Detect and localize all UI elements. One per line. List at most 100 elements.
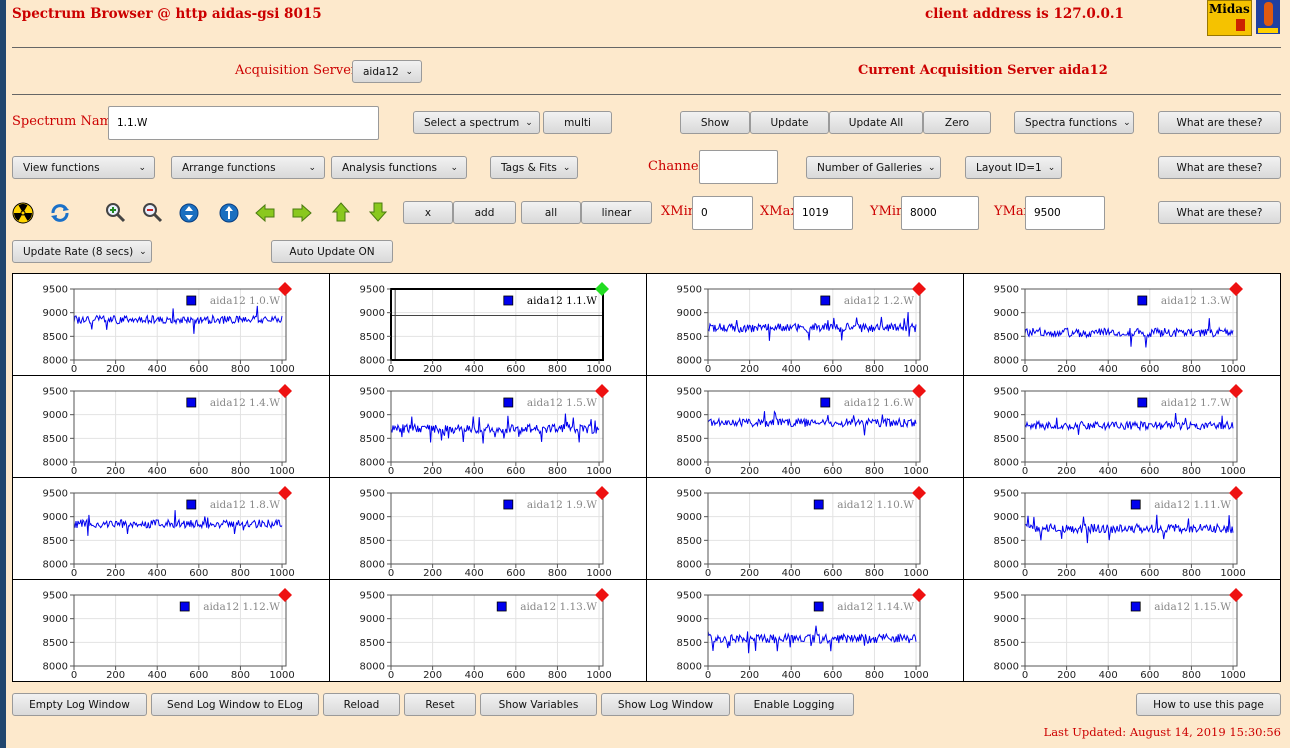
reload-button[interactable]: Reload [323, 693, 400, 716]
update-button[interactable]: Update [750, 111, 829, 134]
spectrum-panel[interactable]: 9500 9000 8500 8000 0 200 400 600 800 1000 aida12 … [13, 580, 329, 681]
spectra-functions-dropdown[interactable]: Spectra functions ⌄ [1014, 111, 1134, 134]
auto-update-button[interactable]: Auto Update ON [271, 240, 393, 263]
tags-fits-dropdown[interactable]: Tags & Fits ⌄ [490, 156, 578, 179]
ymax-input[interactable]: 9500 [1025, 196, 1105, 230]
status-marker-icon[interactable] [1229, 282, 1243, 296]
reset-button[interactable]: Reset [404, 693, 476, 716]
expand-vertical-icon[interactable] [177, 201, 201, 225]
spectrum-panel[interactable]: 9500 9000 8500 8000 0 200 400 600 800 1000 aida12 … [13, 376, 329, 477]
zero-button[interactable]: Zero [923, 111, 991, 134]
status-marker-icon[interactable] [595, 282, 609, 296]
x-button[interactable]: x [403, 201, 453, 224]
spectrum-panel[interactable]: 9500 9000 8500 8000 0 200 400 600 800 1000 aida12 … [964, 580, 1280, 681]
x-tick-label: 1000 [903, 466, 928, 477]
spectrum-panel[interactable]: 9500 9000 8500 8000 0 200 400 600 800 1000 aida12 … [330, 376, 646, 477]
spectrum-panel[interactable]: 9500 9000 8500 8000 0 200 400 600 800 1000 aida12 … [964, 376, 1280, 477]
update-rate-dropdown[interactable]: Update Rate (8 secs) ⌄ [12, 240, 152, 263]
analysis-functions-dropdown[interactable]: Analysis functions ⌄ [331, 156, 467, 179]
what-are-these-button[interactable]: What are these? [1158, 201, 1281, 224]
enable-logging-button[interactable]: Enable Logging [734, 693, 854, 716]
status-marker-icon[interactable] [278, 486, 292, 500]
status-marker-icon[interactable] [278, 384, 292, 398]
arrow-right-icon[interactable] [290, 201, 314, 225]
y-tick-label: 9500 [677, 387, 702, 398]
legend-label: aida12 1.2.W [844, 295, 914, 307]
how-to-use-button[interactable]: How to use this page [1136, 693, 1281, 716]
refresh-icon[interactable] [48, 201, 72, 225]
spectrum-panel[interactable]: 9500 9000 8500 8000 0 200 400 600 800 1000 aida12 … [647, 376, 963, 477]
status-marker-icon[interactable] [912, 384, 926, 398]
legend-label: aida12 1.8.W [210, 499, 280, 511]
update-all-button[interactable]: Update All [829, 111, 923, 134]
spectrum-panel[interactable]: 9500 9000 8500 8000 0 200 400 600 800 1000 aida12 … [964, 274, 1280, 375]
chevron-down-icon: ⌄ [562, 162, 571, 173]
arrow-down-icon[interactable] [366, 200, 390, 224]
send-log-to-elog-button[interactable]: Send Log Window to ELog [151, 693, 319, 716]
x-tick-label: 400 [782, 466, 801, 477]
acquisition-server-select[interactable]: aida12 ⌄ [352, 60, 422, 83]
select-spectrum-dropdown[interactable]: Select a spectrum ⌄ [413, 111, 540, 134]
spectrum-panel[interactable]: 9500 9000 8500 8000 0 200 400 600 800 1000 aida12 … [330, 478, 646, 579]
x-tick-label: 400 [465, 568, 484, 579]
status-marker-icon[interactable] [912, 588, 926, 602]
y-tick-label: 9000 [677, 614, 702, 625]
empty-log-window-button[interactable]: Empty Log Window [12, 693, 147, 716]
x-tick-label: 0 [1022, 670, 1028, 681]
spectrum-trace [390, 413, 600, 444]
view-functions-dropdown[interactable]: View functions ⌄ [12, 156, 155, 179]
radiation-icon[interactable] [11, 201, 35, 225]
status-marker-icon[interactable] [1229, 486, 1243, 500]
expand-vertical-alt-icon[interactable] [217, 201, 241, 225]
status-marker-icon[interactable] [595, 486, 609, 500]
spectrum-panel[interactable]: 9500 9000 8500 8000 0 200 400 600 800 1000 aida12 … [647, 478, 963, 579]
what-are-these-button[interactable]: What are these? [1158, 111, 1281, 134]
y-tick-label: 9000 [360, 512, 385, 523]
y-tick-label: 8000 [43, 560, 68, 571]
arrow-up-icon[interactable] [329, 200, 353, 224]
all-button[interactable]: all [521, 201, 581, 224]
spectrum-panel[interactable]: 9500 9000 8500 8000 0 200 400 600 800 1000 aida12 … [964, 478, 1280, 579]
spectrum-name-input[interactable]: 1.1.W [108, 106, 379, 140]
status-marker-icon[interactable] [912, 282, 926, 296]
show-log-window-button[interactable]: Show Log Window [601, 693, 730, 716]
spectrum-panel[interactable]: 9500 9000 8500 8000 0 200 400 600 800 1000 aida12 … [330, 274, 646, 375]
spectrum-panel[interactable]: 9500 9000 8500 8000 0 200 400 600 800 1000 aida12 … [13, 478, 329, 579]
x-tick-label: 400 [148, 670, 167, 681]
status-marker-icon[interactable] [278, 588, 292, 602]
zoom-in-icon[interactable] [103, 200, 127, 224]
show-variables-button[interactable]: Show Variables [480, 693, 597, 716]
linear-button[interactable]: linear [581, 201, 652, 224]
status-marker-icon[interactable] [595, 588, 609, 602]
status-marker-icon[interactable] [1229, 588, 1243, 602]
number-of-galleries-dropdown[interactable]: Number of Galleries ⌄ [806, 156, 941, 179]
channel-input[interactable] [699, 150, 778, 184]
spectrum-panel[interactable]: 9500 9000 8500 8000 0 200 400 600 800 1000 aida12 … [13, 274, 329, 375]
chevron-down-icon: ⌄ [928, 162, 936, 173]
y-tick-label: 8500 [43, 536, 68, 547]
status-marker-icon[interactable] [595, 384, 609, 398]
zoom-out-icon[interactable] [140, 200, 164, 224]
arrow-left-icon[interactable] [253, 201, 277, 225]
xmin-input[interactable]: 0 [692, 196, 753, 230]
add-button[interactable]: add [453, 201, 516, 224]
status-marker-icon[interactable] [278, 282, 292, 296]
spectrum-panel[interactable]: 9500 9000 8500 8000 0 200 400 600 800 1000 aida12 … [647, 580, 963, 681]
current-server-label: Current Acquisition Server aida12 [858, 63, 1108, 78]
x-tick-label: 800 [1182, 670, 1201, 681]
layout-id-dropdown[interactable]: Layout ID=1 ⌄ [965, 156, 1062, 179]
plot-frame [390, 288, 604, 361]
spectrum-panel[interactable]: 9500 9000 8500 8000 0 200 400 600 800 1000 aida12 … [647, 274, 963, 375]
plot-frame [390, 594, 604, 667]
status-marker-icon[interactable] [1229, 384, 1243, 398]
x-tick-label: 1000 [1220, 364, 1245, 375]
status-marker-icon[interactable] [912, 486, 926, 500]
arrange-functions-dropdown[interactable]: Arrange functions ⌄ [171, 156, 325, 179]
show-button[interactable]: Show [680, 111, 750, 134]
x-tick-label: 200 [740, 568, 759, 579]
what-are-these-button[interactable]: What are these? [1158, 156, 1281, 179]
spectrum-panel[interactable]: 9500 9000 8500 8000 0 200 400 600 800 1000 aida12 … [330, 580, 646, 681]
xmax-input[interactable]: 1019 [793, 196, 853, 230]
multi-button[interactable]: multi [543, 111, 612, 134]
ymin-input[interactable]: 8000 [901, 196, 979, 230]
